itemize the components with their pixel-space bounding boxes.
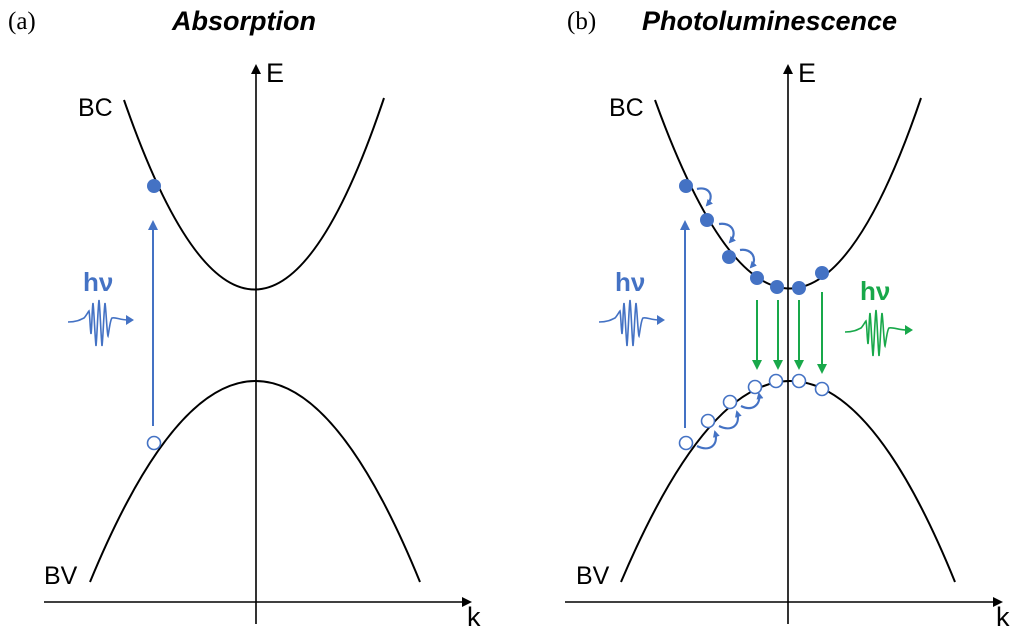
electron-relaxation-arrow [696,187,713,207]
band-diagram-a [44,64,472,624]
panel-absorption: (a) Absorption E k BC BV hν [8,6,481,632]
conduction-band-curve [654,97,922,290]
electron [770,280,784,294]
momentum-axis-label: k [996,602,1010,632]
hole [747,379,763,395]
electron [700,213,714,227]
panel-title: Photoluminescence [642,6,898,36]
conduction-band-label: BC [78,94,113,122]
electron [792,281,806,295]
band-diagram-b [565,64,1003,624]
hole [678,435,694,451]
valence-band-label: BV [44,562,78,590]
conduction-band-curve [123,97,385,291]
energy-axis-label: E [798,58,817,88]
hole-relaxation-arrow [718,410,742,430]
valence-band-curve [89,380,421,583]
panel-photoluminescence: (b) Photoluminescence E k BC BV hν hν [509,0,1018,640]
panel-title: Absorption [172,6,316,36]
momentum-axis-label: k [467,602,481,632]
hole [722,394,738,410]
electron [679,179,693,193]
hole-relaxation-arrow [740,392,764,410]
hole-relaxation-arrow [696,430,720,450]
electron [815,266,829,280]
photon-wave-packet-icon [598,299,665,347]
excited-electron [147,179,161,193]
photon-energy-label: hν [83,267,114,297]
valence-band-label: BV [576,562,610,590]
energy-axis-label: E [266,58,285,88]
valence-band-curve [620,380,956,583]
panel-tag: (b) [567,8,597,35]
hole [814,381,830,397]
hole [768,373,784,389]
electron-relaxation-arrow [739,248,757,269]
hole [146,435,162,451]
photon-wave-packet-icon [67,299,134,347]
electron-relaxation-arrow [718,222,736,244]
emitted-photon-wave-packet-icon [844,309,913,357]
absorbed-photon-label: hν [615,267,646,297]
electron [750,271,764,285]
hole [791,373,807,389]
panel-tag: (a) [8,8,36,35]
conduction-band-label: BC [609,94,644,122]
emitted-photon-label: hν [860,276,891,306]
electron [722,250,736,264]
hole [700,413,716,429]
